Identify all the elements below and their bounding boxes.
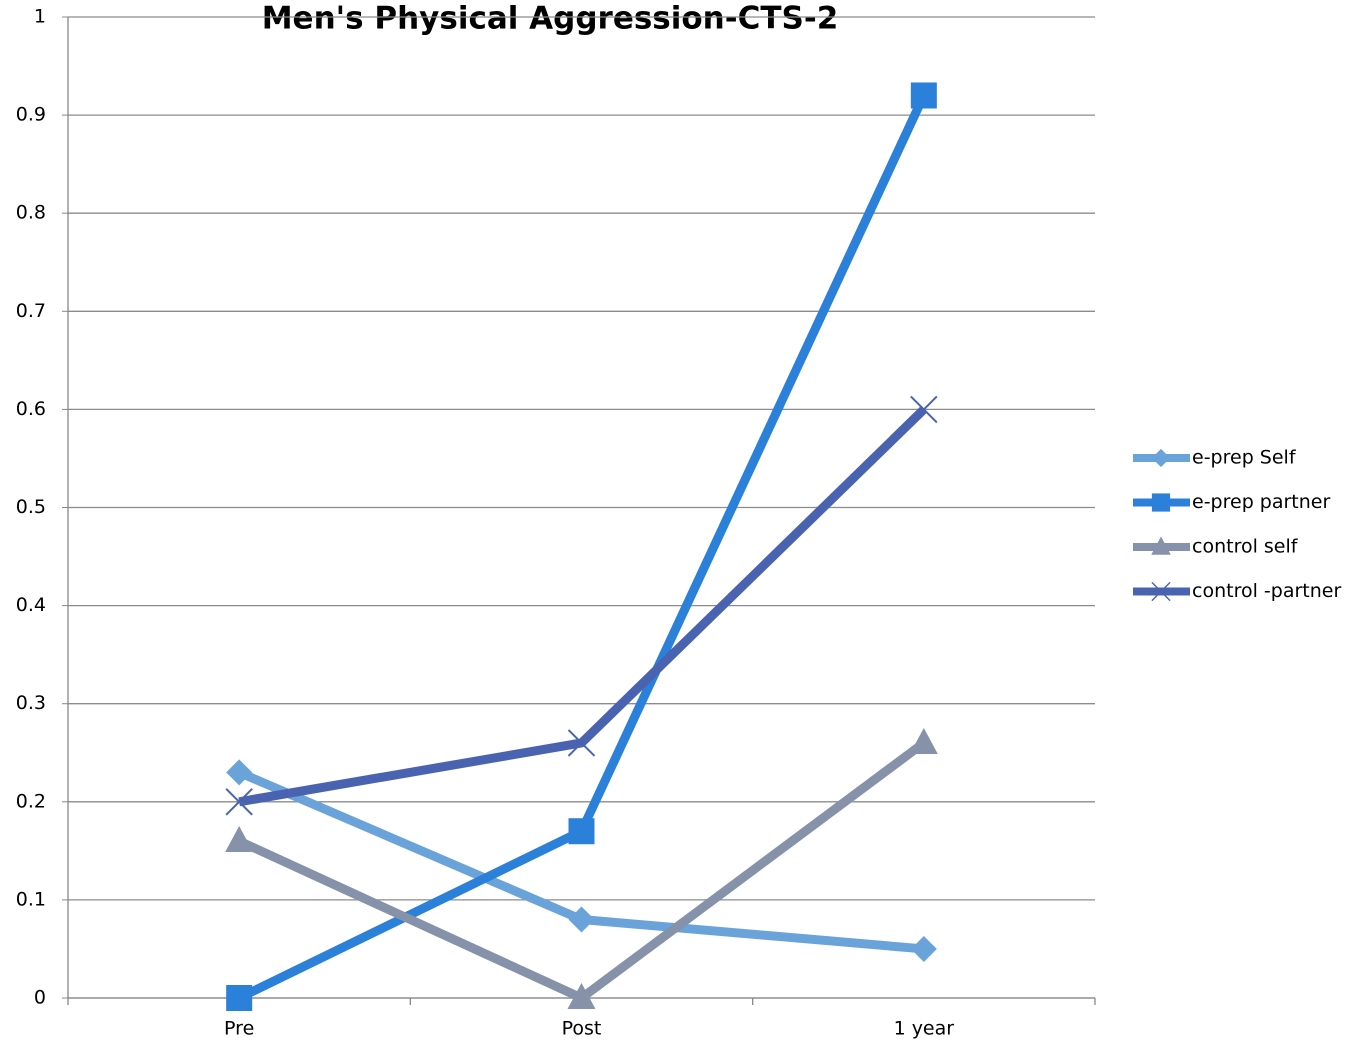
- y-tick-label: 0.1: [16, 888, 46, 910]
- marker: [226, 759, 253, 786]
- x-tick-label: Post: [562, 1018, 602, 1040]
- y-tick-label: 0.5: [16, 496, 46, 518]
- legend-label: e-prep Self: [1192, 447, 1297, 469]
- x-tick-label: 1 year: [894, 1018, 955, 1040]
- legend-marker: [1151, 536, 1171, 555]
- series: [225, 727, 938, 1009]
- marker: [910, 82, 937, 109]
- series: [226, 759, 937, 962]
- y-tick-label: 0.8: [16, 202, 46, 224]
- legend-label: control self: [1192, 536, 1299, 558]
- y-tick-label: 0.6: [16, 398, 46, 420]
- series: [226, 82, 937, 1011]
- series: [225, 395, 938, 816]
- legend-marker: [1151, 448, 1171, 468]
- marker: [568, 818, 595, 845]
- y-tick-label: 0: [34, 987, 46, 1009]
- y-tick-label: 0.3: [16, 692, 46, 714]
- marker: [910, 395, 938, 424]
- marker: [567, 729, 596, 757]
- y-tick-label: 0.2: [16, 790, 46, 812]
- x-tick-label: Pre: [224, 1018, 254, 1040]
- y-tick-label: 0.7: [16, 300, 46, 322]
- legend-marker: [1151, 493, 1171, 512]
- legend-label: control -partner: [1192, 580, 1341, 602]
- marker: [568, 906, 595, 933]
- marker: [225, 788, 253, 816]
- y-tick-label: 0.4: [16, 594, 46, 616]
- marker: [910, 935, 937, 962]
- y-tick-label: 1: [34, 6, 46, 28]
- chart-title: Men's Physical Aggression-CTS-2: [262, 1, 839, 37]
- marker: [909, 727, 938, 754]
- marker: [567, 983, 596, 1009]
- marker: [225, 826, 254, 853]
- marker: [226, 985, 253, 1011]
- legend-label: e-prep partner: [1192, 491, 1330, 513]
- series-line: [237, 93, 928, 1003]
- legend-marker: [1151, 581, 1171, 602]
- y-tick-label: 0.9: [16, 104, 46, 126]
